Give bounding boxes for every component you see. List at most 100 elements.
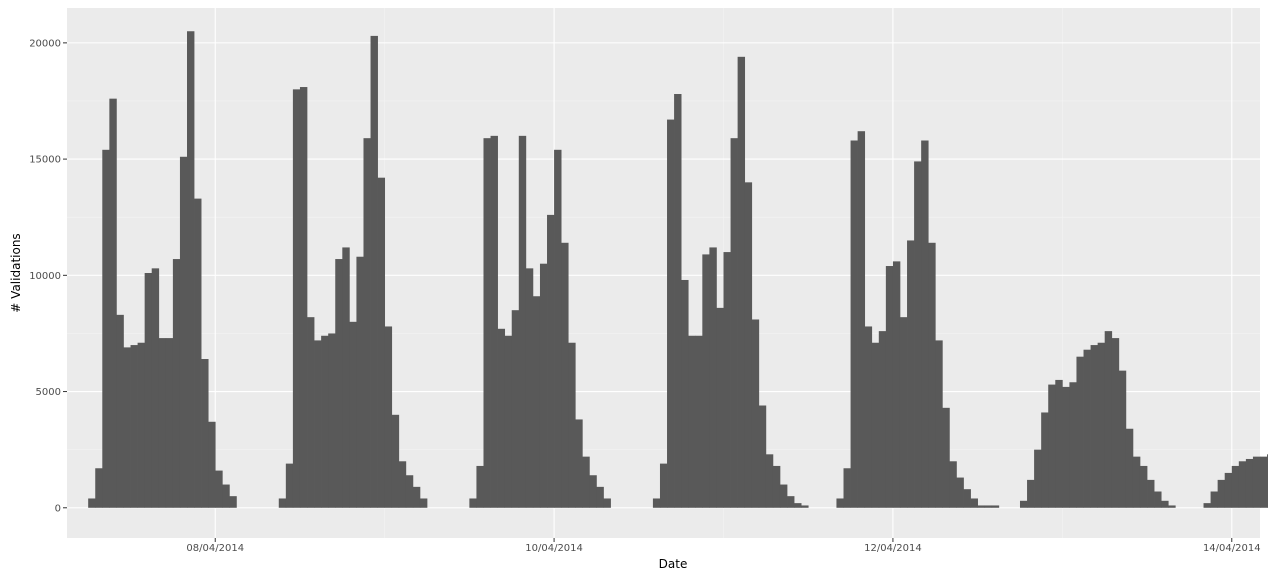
bar — [956, 477, 964, 508]
bar — [589, 475, 597, 508]
bar — [511, 310, 520, 508]
bar — [130, 345, 138, 508]
bar — [314, 340, 322, 508]
bar — [1027, 479, 1035, 508]
bar — [991, 505, 1000, 508]
bar — [137, 342, 146, 508]
bar — [878, 331, 887, 508]
bar — [187, 31, 195, 508]
bar — [914, 161, 922, 508]
bar — [278, 498, 287, 508]
bar — [1076, 356, 1084, 508]
bar — [1041, 412, 1049, 508]
bar — [201, 359, 209, 508]
bar — [659, 463, 668, 508]
y-tick-label: 0 — [55, 503, 61, 514]
bar — [836, 498, 844, 508]
bar — [716, 307, 724, 508]
bar — [843, 468, 851, 508]
bar — [892, 261, 901, 508]
bar — [1245, 458, 1254, 508]
bar — [1217, 479, 1226, 508]
bar — [123, 347, 131, 508]
bar — [801, 505, 809, 508]
bar — [88, 498, 96, 508]
y-tick-label: 10000 — [29, 271, 61, 282]
bar — [568, 342, 576, 508]
bar — [370, 35, 378, 508]
bar — [1104, 331, 1113, 508]
bar — [794, 503, 802, 508]
bar — [469, 498, 477, 508]
bar — [116, 314, 124, 508]
bar — [1238, 461, 1247, 508]
bar — [1062, 386, 1070, 508]
bar — [688, 335, 696, 508]
bar — [95, 468, 103, 508]
bar — [1111, 338, 1120, 508]
bar — [1168, 505, 1176, 508]
y-axis: 0 5000 10000 15000 20000 — [29, 38, 67, 514]
bar — [871, 342, 880, 508]
bar — [765, 454, 774, 508]
bar — [652, 498, 661, 508]
bars — [88, 31, 1268, 508]
bar — [723, 252, 731, 508]
bar — [730, 138, 738, 508]
bar — [1154, 491, 1162, 508]
bar — [935, 340, 943, 508]
bar — [1139, 465, 1148, 508]
bar — [1231, 465, 1240, 508]
bar — [779, 484, 788, 508]
bar — [949, 461, 957, 508]
bar — [702, 254, 710, 508]
bar — [165, 338, 174, 508]
bar — [1055, 379, 1063, 508]
bar — [970, 498, 978, 508]
bar — [1203, 503, 1211, 508]
bar — [1252, 456, 1261, 508]
bar — [603, 498, 611, 508]
bar — [575, 419, 583, 508]
x-axis-title: Date — [659, 557, 688, 571]
bar — [335, 259, 343, 508]
bar — [758, 405, 767, 508]
x-axis: 08/04/2014 10/04/2014 12/04/2014 14/04/2014 — [186, 538, 1261, 554]
bar — [525, 268, 534, 508]
bar — [292, 89, 301, 508]
bar — [547, 214, 555, 508]
bar — [907, 240, 915, 508]
bar — [1210, 491, 1218, 508]
bar — [321, 335, 329, 508]
bar — [1097, 342, 1106, 508]
bar — [899, 317, 908, 508]
bar — [1048, 384, 1056, 508]
bar — [194, 198, 202, 508]
bar — [208, 421, 216, 508]
bar — [942, 407, 950, 508]
bar — [596, 486, 604, 508]
bar — [151, 268, 160, 508]
y-axis-title: # Validations — [9, 233, 23, 312]
bar — [921, 140, 929, 508]
bar — [377, 177, 386, 508]
y-tick-label: 5000 — [36, 387, 61, 398]
bar — [674, 94, 682, 508]
bar — [1224, 472, 1233, 508]
bar — [356, 256, 364, 508]
bar — [850, 140, 858, 508]
bar — [497, 328, 506, 508]
bar — [307, 317, 315, 508]
bar — [1260, 456, 1268, 508]
bar — [222, 484, 230, 508]
bar — [419, 498, 428, 508]
bar — [667, 119, 675, 508]
bar — [885, 266, 894, 508]
x-tick-label: 08/04/2014 — [186, 543, 244, 554]
bar — [1118, 370, 1127, 508]
bar — [398, 461, 407, 508]
bar — [328, 333, 336, 508]
bar — [1083, 349, 1091, 508]
bar — [772, 465, 781, 508]
